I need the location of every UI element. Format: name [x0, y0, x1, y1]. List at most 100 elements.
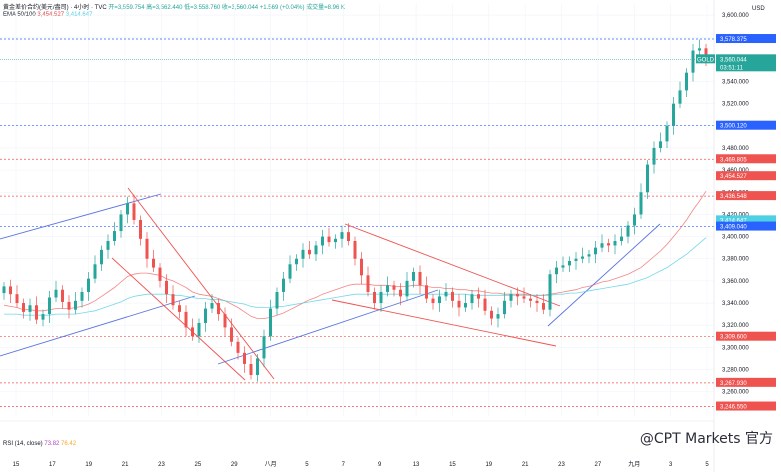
y-tick-label: 3,600.000 [722, 13, 749, 19]
candle-body [158, 267, 162, 281]
price-label-bg [716, 215, 776, 225]
y-tick-label: 3,300.000 [722, 345, 749, 351]
candle-body [555, 267, 558, 275]
x-tick-label: 15 [449, 462, 456, 468]
price-label: 3,560.044 [720, 57, 747, 63]
candle-body [470, 294, 474, 304]
candle-body [581, 256, 584, 259]
candle-body [282, 278, 285, 292]
symbol-legend[interactable]: 黄金差价合约(美元/盎司) · 4小时 · TVC 开=3,559.754 高=… [3, 2, 345, 11]
x-tick-label: 5 [705, 462, 709, 468]
x-tick-label: 19 [485, 462, 492, 468]
candle-body [145, 238, 149, 259]
candle-body [100, 249, 103, 265]
price-label: 3,309.600 [720, 335, 747, 341]
rsi-label: RSI (14, close) [3, 441, 43, 447]
price-label-bg [716, 34, 776, 44]
x-tick-label: 21 [122, 462, 129, 468]
candle-body [646, 164, 649, 193]
x-tick-label: 八月 [265, 461, 277, 468]
candle-body [22, 303, 25, 312]
price-label: 3,436.548 [720, 194, 747, 200]
candle-body [119, 214, 123, 232]
candle-body [633, 214, 636, 226]
candle-body [334, 238, 337, 243]
candle-body [41, 314, 45, 320]
rsi-value-1: 73.82 [44, 441, 60, 447]
candle-body [594, 247, 597, 255]
x-tick-label: 29 [231, 462, 238, 468]
candle-body [373, 291, 376, 304]
candle-body [490, 310, 493, 319]
candle-body [412, 272, 415, 281]
candle-body [152, 258, 155, 268]
y-tick-label: 3,520.000 [722, 102, 749, 108]
candle-body [542, 303, 545, 310]
price-label-bg [716, 171, 776, 181]
candle-body [613, 241, 617, 246]
candle-body [106, 241, 110, 250]
rsi-legend[interactable]: RSI (14, close) 73.82 76.42 [3, 441, 76, 447]
y-tick-label: 3,460.000 [722, 168, 749, 174]
candle-body [288, 264, 292, 279]
candle-body [210, 303, 214, 309]
candle-body [574, 258, 578, 261]
candle-body [678, 90, 682, 104]
candle-body [301, 249, 305, 259]
candle-body [405, 280, 409, 297]
candle-body [600, 243, 604, 248]
candle-body [230, 327, 233, 342]
candle-body [347, 232, 350, 242]
candle-body [15, 294, 19, 304]
x-tick-label: 3 [669, 462, 673, 468]
candle-body [522, 296, 526, 299]
x-tick-label: 9 [378, 462, 382, 468]
candle-body [639, 192, 643, 215]
candle-body [438, 296, 441, 304]
trendline [0, 295, 196, 357]
candle-body [243, 352, 246, 364]
candle-body [685, 72, 688, 91]
candle-body [204, 308, 207, 323]
price-label: 3,578.375 [720, 37, 747, 43]
candle-body [568, 260, 571, 266]
ema100-line [4, 237, 707, 316]
candle-body [366, 275, 370, 292]
candle-body [496, 314, 500, 319]
candle-body [451, 291, 454, 301]
candle-body [80, 291, 84, 301]
candle-body [295, 258, 298, 265]
candle-body [54, 289, 58, 298]
candle-body [503, 300, 506, 315]
candle-body [516, 294, 519, 297]
price-label-bg [716, 331, 776, 341]
candle-body [28, 305, 32, 312]
candle-body [314, 245, 318, 255]
price-label: 3,246.550 [720, 405, 747, 411]
candle-body [126, 203, 129, 215]
ohlc-readout: 开=3,559.754 高=3,562.440 低=3,558.760 收=3,… [108, 5, 346, 11]
y-tick-label: 3,360.000 [722, 279, 749, 285]
candle-body [672, 103, 675, 126]
y-tick-label: 3,540.000 [722, 80, 749, 86]
x-tick-label: 7 [342, 462, 346, 468]
candle-body [431, 298, 435, 304]
candle-body [113, 231, 116, 242]
candle-body [308, 249, 311, 255]
symbol-title: 黄金差价合约(美元/盎司) · 4小时 · TVC [3, 5, 107, 11]
trendline [0, 193, 162, 240]
candle-body [262, 336, 266, 359]
x-tick-label: 25 [194, 462, 201, 468]
x-tick-label: 13 [413, 462, 420, 468]
candle-body [74, 300, 77, 310]
x-tick-label: 21 [522, 462, 529, 468]
candle-body [217, 303, 220, 315]
candle-body [418, 272, 422, 286]
candle-body [197, 322, 201, 337]
price-label-bg [716, 120, 776, 130]
candle-body [659, 141, 662, 148]
candle-body [35, 305, 38, 320]
price-label: 3,267.930 [720, 381, 747, 387]
